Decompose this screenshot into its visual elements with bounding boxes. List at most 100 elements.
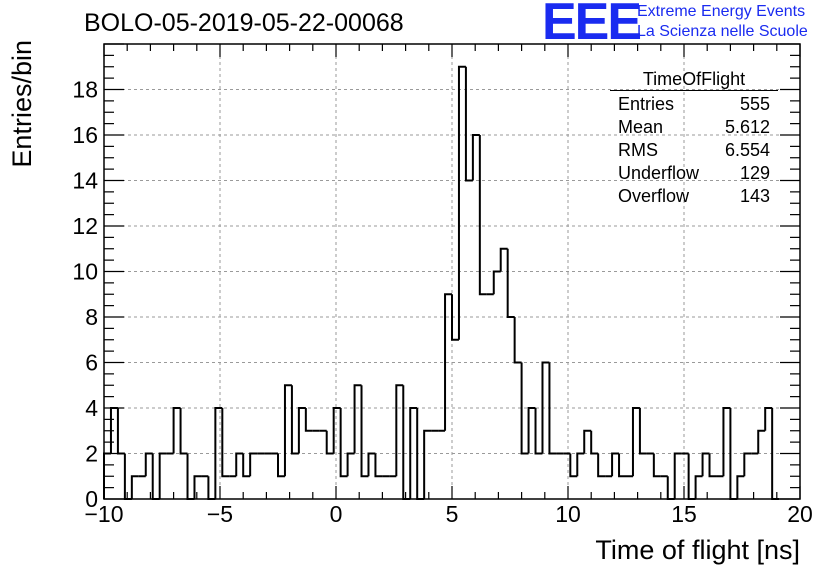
histogram-bin [360,385,369,478]
histogram-bin [423,429,432,499]
stats-divider [610,90,778,91]
histogram-bin [541,361,550,454]
stats-value: 143 [739,186,770,206]
histogram-bin [346,452,355,477]
x-tick-label: 15 [671,501,697,527]
histogram-bin [325,430,334,455]
x-tick-label: 0 [330,501,343,527]
histogram-bin [214,407,223,499]
histogram-bin [172,407,181,454]
histogram-bin [304,408,313,432]
stats-title: TimeOfFlight [642,69,746,89]
histogram-bin [444,293,452,431]
x-tick-label: 5 [446,501,459,527]
histogram-bin [701,452,710,477]
histogram-bin [618,453,626,478]
stats-row-mean: Mean 5.612 [610,116,778,139]
histogram-bin [499,247,508,272]
stats-row-underflow: Underflow 129 [610,162,778,185]
stats-box: TimeOfFlight Entries 555 Mean 5.612 RMS … [610,68,778,208]
histogram-bin [757,429,766,454]
histogram-bin [506,248,515,318]
y-tick-label: 0 [85,486,98,512]
stats-label: RMS [618,140,658,160]
stats-row-overflow: Overflow 143 [610,185,778,208]
histogram-bin [130,475,139,499]
histogram-bin [395,384,404,477]
y-tick-label: 4 [85,395,98,421]
histogram-bin [221,408,230,478]
x-tick-label: −10 [84,501,123,527]
y-tick-label: 14 [72,168,98,194]
x-tick-label: −5 [207,501,233,527]
histogram-bin [520,362,529,455]
histogram-bin [193,475,202,499]
histogram-bin [478,135,487,296]
histogram-bin [597,453,606,478]
histogram-bin [513,317,522,364]
histogram-bin [583,429,592,454]
histogram-bin [158,452,167,499]
histogram-bin [492,270,501,295]
histogram-bin [451,294,459,341]
histogram-bin [736,475,745,499]
stats-row-rms: RMS 6.554 [610,139,778,162]
y-tick-label: 16 [72,122,98,148]
histogram-bin [743,452,752,477]
histogram-bin [297,407,306,454]
histogram-bin [548,362,557,455]
eee-logo-letters: EEE [542,0,642,51]
stats-label: Underflow [618,163,700,183]
histogram-bin [186,453,195,500]
histogram-bin [652,453,661,478]
histogram-bin [764,407,773,431]
histogram-bin [569,453,578,478]
stats-label: Entries [618,94,675,114]
stats-label: Mean [618,117,664,137]
x-axis-label: Time of flight [ns] [595,535,800,565]
histogram-bin [409,407,418,499]
histogram-bin [283,384,292,477]
histogram-bin [708,453,717,478]
histogram-bin [151,453,160,500]
histogram-bin [687,453,696,500]
histogram-bin [457,65,466,340]
stats-value: 5.612 [724,117,770,137]
stats-label: Overflow [618,186,690,206]
histogram-bin [576,452,585,477]
eee-logo-caption: Extreme Energy Events La Scienza nelle S… [637,2,808,42]
histogram-bin [471,134,480,181]
histogram-bin [116,408,125,455]
histogram-bin [527,407,536,454]
logo-line-1: Extreme Energy Events [637,3,806,20]
histogram-bin [339,408,348,478]
histogram-bin [611,452,620,477]
histogram-bin [290,385,299,455]
histogram-bin [179,408,188,455]
logo-line-2: La Scienza nelle Scuole [637,23,808,40]
histogram-bin [235,452,244,477]
histogram-bin [638,408,647,455]
histogram-bin [353,384,362,454]
histogram-bin [590,430,599,455]
stats-row-entries: Entries 555 [610,93,778,116]
stats-value: 555 [739,94,770,114]
y-tick-label: 18 [72,77,98,103]
x-tick-label: 10 [555,501,581,527]
histogram-bin [694,475,703,499]
stats-value: 129 [739,163,770,183]
y-axis-label: Entries/bin [7,40,37,168]
stats-value: 6.554 [724,140,770,160]
histogram-bin [402,385,411,500]
histogram-bin [631,407,640,477]
run-title: BOLO-05-2019-05-22-00068 [84,9,404,37]
y-tick-label: 8 [85,304,98,330]
histogram-bin [666,476,675,500]
histogram-bin [123,453,132,500]
y-tick-label: 2 [85,441,98,467]
histogram-bin [207,476,216,500]
histogram-bin [464,66,473,182]
histogram-bin [332,407,341,454]
histogram-bin [144,452,153,477]
